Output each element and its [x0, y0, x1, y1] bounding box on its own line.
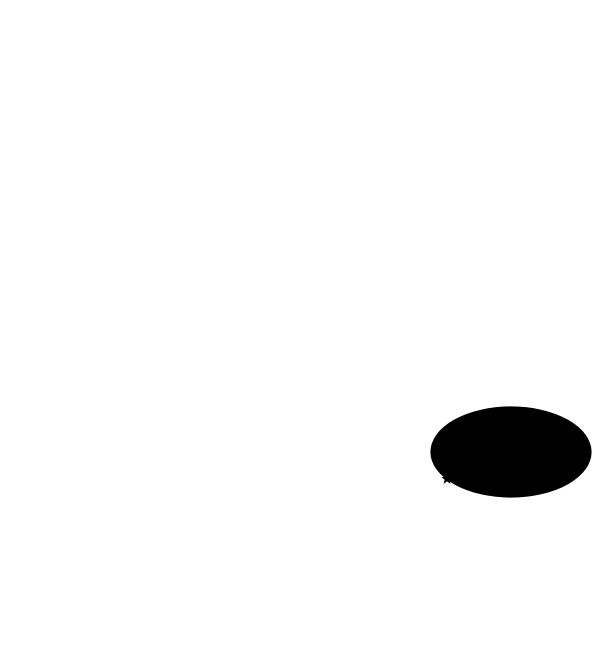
- map-land-australia: [464, 453, 490, 471]
- map-land-south-america: [553, 440, 571, 474]
- map-land-greenland: [555, 407, 573, 413]
- map-island: [530, 468, 534, 472]
- map-island: [512, 450, 516, 454]
- map-continents: [431, 407, 573, 474]
- world-map: [430, 406, 592, 498]
- float-location-marker: [441, 473, 453, 484]
- map-island: [495, 447, 499, 451]
- map-island: [504, 444, 508, 448]
